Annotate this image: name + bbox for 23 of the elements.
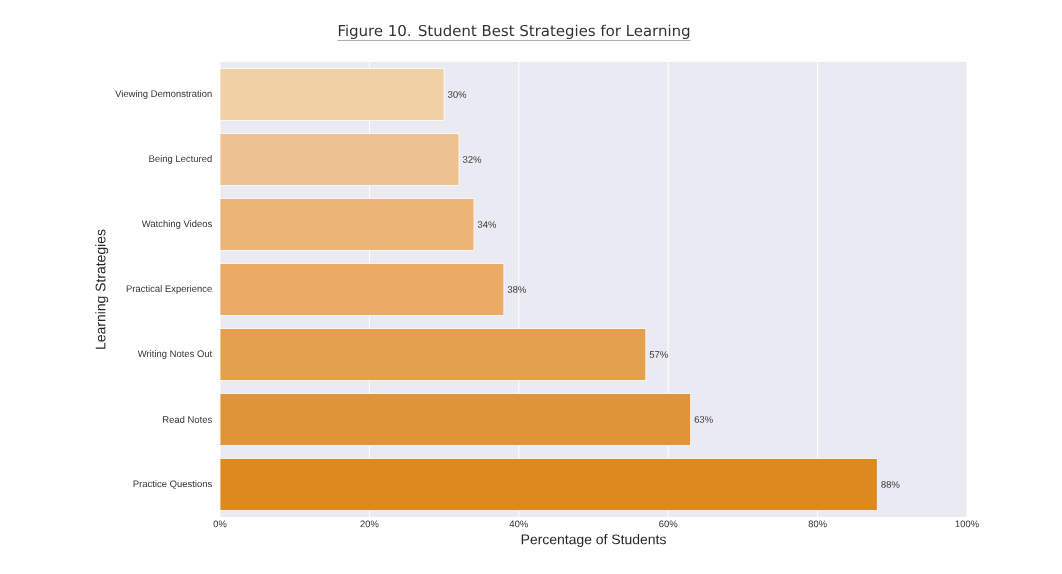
y-tick-label: Read Notes xyxy=(163,416,212,423)
y-axis-title: Learning Strategies xyxy=(95,229,109,349)
data-label: 32% xyxy=(462,156,482,163)
y-tick-label: Practice Questions xyxy=(133,480,212,489)
data-label: 38% xyxy=(507,286,526,293)
x-tick-label: 80% xyxy=(808,520,827,528)
y-tick-label: Viewing Demonstration xyxy=(115,90,212,99)
x-tick-label: 100% xyxy=(955,520,979,528)
x-axis-title: Percentage of Students xyxy=(521,534,666,548)
y-tick-label: Watching Videos xyxy=(141,220,212,229)
data-label: 34% xyxy=(477,221,497,228)
chart-title: Figure 10. Student Best Strategies for Learning xyxy=(338,24,690,40)
y-tick-label: Practical Experience xyxy=(126,285,212,294)
x-tick-label: 0% xyxy=(213,520,227,528)
x-tick-label: 40% xyxy=(509,520,528,528)
data-label: 88% xyxy=(881,481,900,488)
y-tick-label: Being Lectured xyxy=(149,155,212,164)
data-label: 30% xyxy=(447,91,467,98)
data-label: 63% xyxy=(694,416,713,423)
data-label: 57% xyxy=(649,351,668,358)
y-tick-label: Writing Notes Out xyxy=(137,350,213,359)
x-tick-label: 20% xyxy=(360,520,379,528)
x-tick-label: 60% xyxy=(659,520,678,528)
